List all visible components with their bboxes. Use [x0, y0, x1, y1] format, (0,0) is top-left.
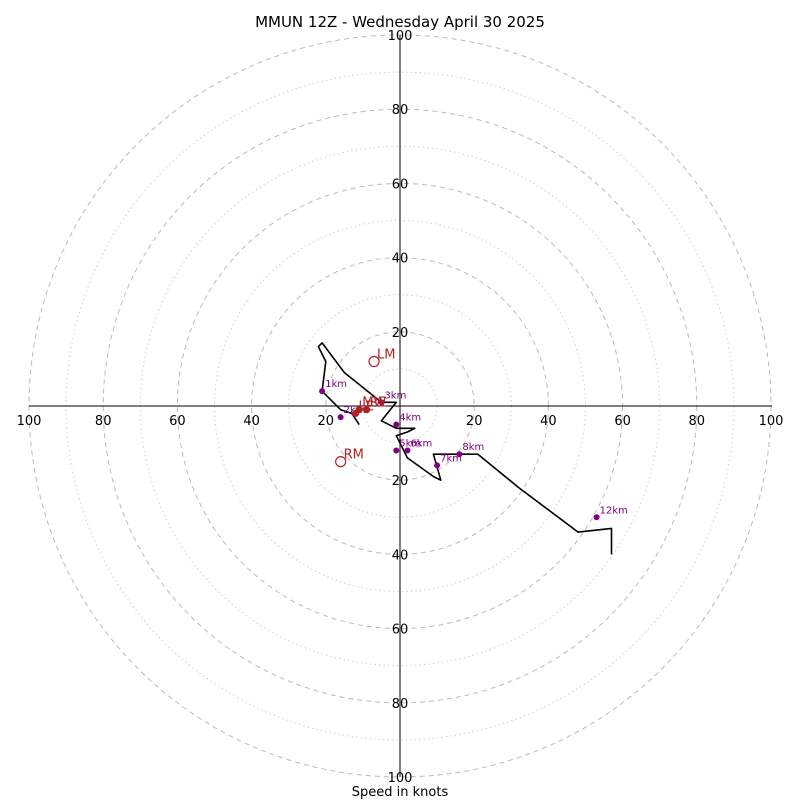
tick-labels: 100 80 60 40 20 20 40 60 80 100 100 80 60 40 20 20 40 60 8… — [17, 29, 784, 786]
height-marker-dot — [456, 451, 463, 458]
wind-trace — [317, 342, 613, 555]
height-marker-label: 3km — [384, 390, 406, 401]
y-tick-label: 20 — [392, 474, 409, 489]
height-marker-dot — [319, 388, 326, 395]
height-marker-label: 12km — [600, 505, 628, 516]
y-tick-label: 80 — [392, 697, 409, 712]
x-tick-label: 80 — [689, 414, 706, 429]
height-marker-label: 6km — [410, 439, 432, 450]
storm-motion-markers: LMRMMWLERE — [335, 347, 395, 468]
y-tick-label: 100 — [388, 771, 413, 786]
height-marker-dot — [337, 414, 344, 421]
storm-motion-dot — [368, 355, 380, 368]
x-axis-label: Speed in knots — [352, 785, 449, 800]
y-tick-label: 100 — [388, 29, 413, 44]
height-marker-dot — [434, 462, 441, 469]
y-tick-label: 60 — [392, 623, 409, 638]
x-tick-label: 100 — [759, 414, 784, 429]
height-marker-dot — [393, 447, 400, 454]
y-tick-label: 80 — [392, 103, 409, 118]
x-tick-label: 80 — [95, 414, 112, 429]
storm-motion-dot — [335, 456, 347, 468]
height-marker-label: 8km — [462, 442, 484, 453]
height-marker-label: 5km — [399, 439, 421, 450]
x-tick-label: 40 — [243, 414, 260, 429]
height-marker-label: 7km — [440, 453, 462, 464]
y-tick-label: 60 — [392, 177, 409, 192]
height-marker-label: 1km — [325, 379, 347, 390]
storm-motion-dot — [363, 406, 371, 414]
x-tick-label: 20 — [466, 414, 483, 429]
x-tick-label: 100 — [17, 414, 42, 429]
height-marker-dot — [393, 421, 400, 428]
chart-title: MMUN 12Z - Wednesday April 30 2025 — [255, 13, 545, 31]
x-tick-label: 60 — [169, 414, 186, 429]
height-marker-dot — [378, 399, 385, 406]
storm-motion-dot — [351, 409, 360, 418]
y-tick-label: 40 — [392, 548, 409, 563]
height-marker-dot — [593, 514, 600, 521]
storm-motion-label: LM — [377, 347, 395, 362]
x-tick-label: 20 — [318, 414, 335, 429]
x-tick-label: 60 — [614, 414, 631, 429]
storm-motion-label: RE — [370, 396, 387, 411]
x-tick-label: 40 — [540, 414, 557, 429]
height-marker-dot — [404, 447, 411, 454]
y-tick-label: 40 — [392, 252, 409, 267]
axes — [29, 35, 772, 777]
y-tick-label: 20 — [392, 326, 409, 341]
storm-motion-label: RM — [344, 448, 364, 463]
height-marker-label: 4km — [399, 413, 421, 424]
